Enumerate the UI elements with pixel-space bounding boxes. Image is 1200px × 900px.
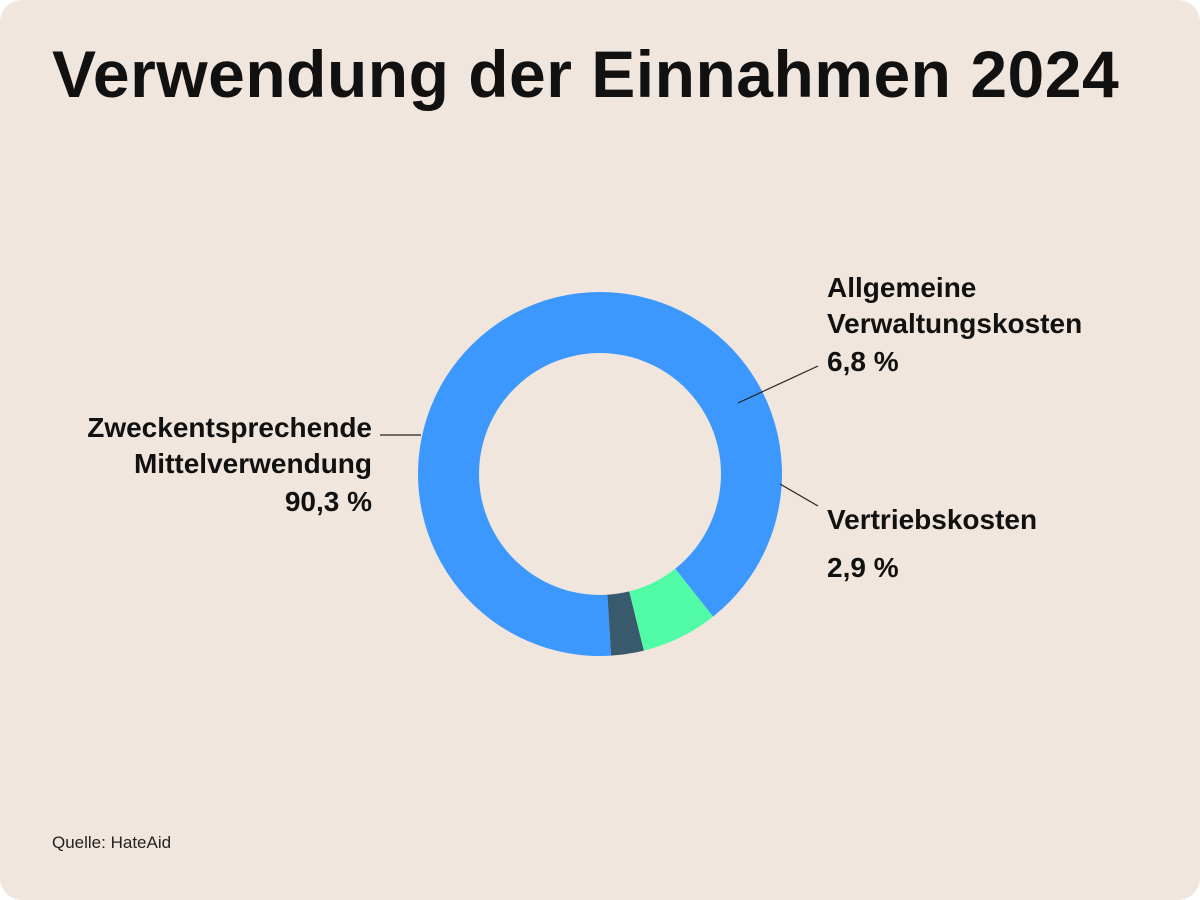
slice-label-line: Vertriebskosten bbox=[827, 504, 1038, 535]
slice-label-line: Zweckentsprechende bbox=[87, 412, 372, 443]
chart-title: Verwendung der Einnahmen 2024 bbox=[52, 37, 1120, 111]
slice-label-line: Allgemeine bbox=[827, 272, 977, 303]
source-note: Quelle: HateAid bbox=[52, 833, 172, 852]
slice-label-line: Verwaltungskosten bbox=[827, 308, 1083, 339]
slice-vertrieb bbox=[607, 591, 644, 656]
leader-line-vertrieb bbox=[779, 483, 819, 507]
slice-label-zweckentsprechende: Zweckentsprechende Mittelverwendung 90,3… bbox=[87, 410, 372, 520]
leader-line-verwaltung bbox=[737, 365, 819, 404]
slice-label-vertrieb: Vertriebskosten 2,9 % bbox=[827, 502, 1037, 586]
slice-label-line: Mittelverwendung bbox=[133, 448, 372, 479]
slice-zweckentsprechende bbox=[418, 291, 782, 656]
slice-verwaltung bbox=[629, 568, 714, 651]
slice-value-label: 90,3 % bbox=[284, 486, 372, 517]
slice-value-label: 2,9 % bbox=[827, 552, 899, 583]
slice-label-verwaltung: Allgemeine Verwaltungskosten 6,8 % bbox=[827, 270, 1082, 380]
slice-value-label: 6,8 % bbox=[827, 346, 899, 377]
